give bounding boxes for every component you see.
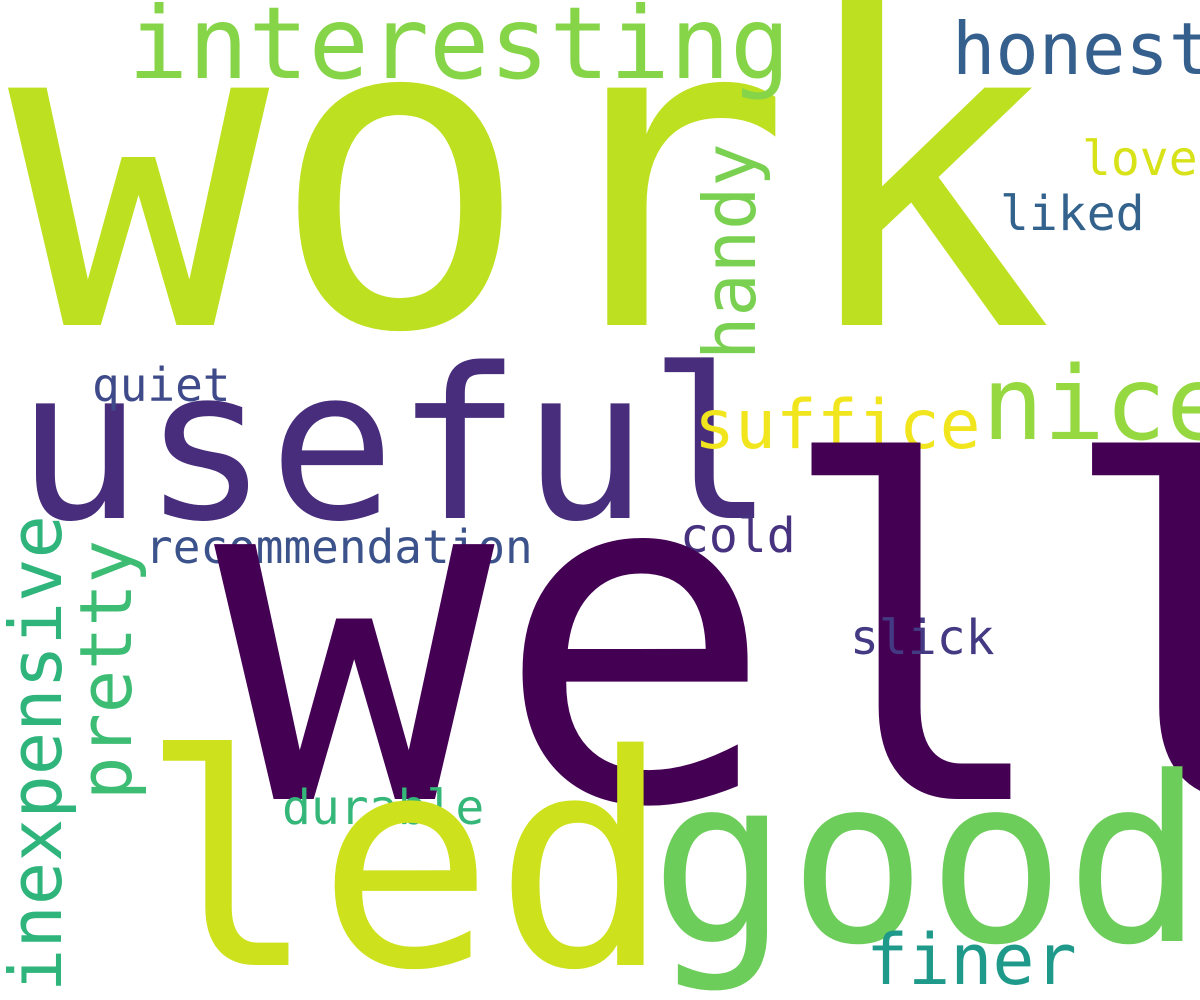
word-slick: slick	[850, 610, 995, 666]
word-finer: finer	[866, 919, 1077, 1000]
word-suffice: suffice	[694, 386, 981, 465]
word-liked: liked	[1000, 186, 1145, 242]
word-inexpensive: inexpensive	[0, 515, 78, 992]
word-good: good	[650, 729, 1200, 996]
word-well: well	[214, 366, 1200, 909]
word-durable: durable	[282, 780, 485, 836]
word-quiet: quiet	[92, 358, 231, 412]
word-work: work	[8, 0, 1054, 428]
word-nice: nice	[982, 345, 1200, 464]
word-led: led	[140, 693, 672, 1000]
word-honest: honest	[952, 7, 1200, 91]
word-recommendation: recommendation	[145, 520, 533, 574]
word-useful: useful	[16, 323, 775, 568]
word-interesting: interesting	[128, 0, 791, 102]
word-pretty: pretty	[64, 539, 148, 800]
word-love: love	[1082, 131, 1198, 187]
word-cold: cold	[680, 508, 796, 564]
